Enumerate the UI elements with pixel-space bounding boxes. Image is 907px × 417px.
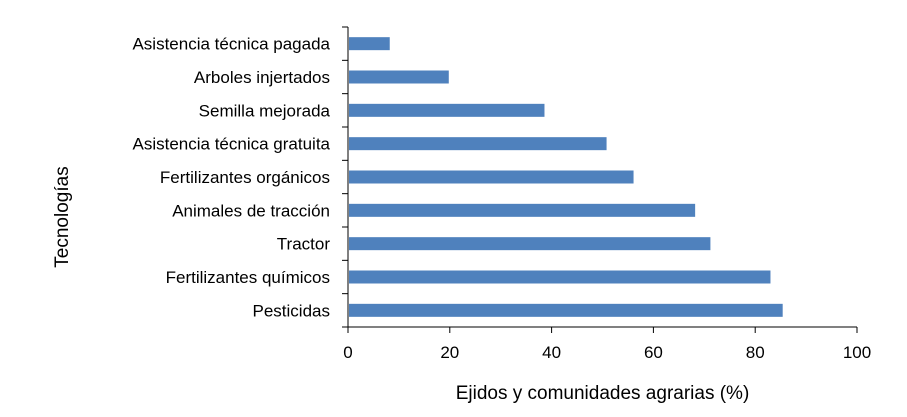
category-label: Arboles injertados: [194, 68, 330, 87]
y-axis-ticks: [342, 26, 348, 328]
bar: [349, 103, 545, 117]
x-axis-title: Ejidos y comunidades agrarias (%): [456, 383, 750, 404]
bar: [349, 303, 783, 317]
x-tick-label: 100: [843, 343, 871, 362]
bar: [349, 270, 771, 284]
bar: [349, 70, 449, 84]
category-labels: Asistencia técnica pagada Arboles injerta…: [132, 35, 330, 321]
y-axis-title: Tecnologías: [52, 166, 73, 267]
category-label: Fertilizantes orgánicos: [160, 168, 330, 187]
category-label: Pesticidas: [253, 301, 330, 320]
bar: [349, 37, 390, 51]
category-label: Fertilizantes químicos: [166, 268, 330, 287]
x-tick-label: 0: [343, 343, 352, 362]
category-label: Tractor: [277, 235, 331, 254]
category-label: Asistencia técnica pagada: [132, 35, 330, 54]
bar: [349, 170, 634, 184]
x-tick-label: 20: [440, 343, 459, 362]
category-label: Animales de tracción: [172, 201, 330, 220]
x-axis-ticks: 0 20 40 60 80 100: [343, 327, 871, 362]
bar: [349, 203, 696, 217]
x-tick-label: 80: [746, 343, 765, 362]
category-label: Semilla mejorada: [199, 101, 331, 120]
x-tick-label: 40: [542, 343, 561, 362]
bar: [349, 237, 711, 251]
bars-group: [349, 37, 783, 317]
bar: [349, 137, 607, 151]
x-tick-label: 60: [644, 343, 663, 362]
category-label: Asistencia técnica gratuita: [133, 135, 331, 154]
